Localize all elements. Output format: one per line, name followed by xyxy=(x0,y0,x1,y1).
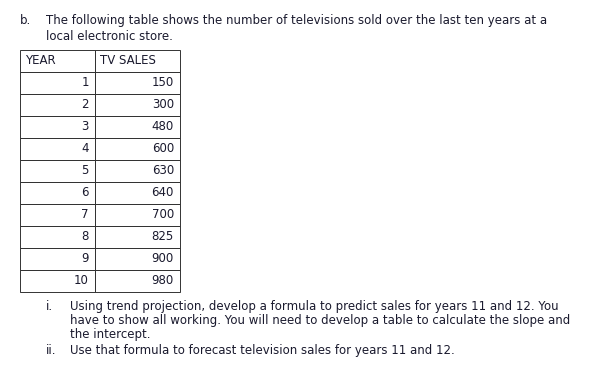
Text: 1: 1 xyxy=(82,77,89,89)
Text: Using trend projection, develop a formula to predict sales for years 11 and 12. : Using trend projection, develop a formul… xyxy=(70,300,559,313)
Bar xyxy=(20,226,95,248)
Bar xyxy=(95,50,180,72)
Text: 2: 2 xyxy=(82,99,89,111)
Text: 600: 600 xyxy=(152,142,174,156)
Text: TV SALES: TV SALES xyxy=(100,55,156,67)
Bar xyxy=(95,72,180,94)
Text: 7: 7 xyxy=(82,209,89,221)
Text: 10: 10 xyxy=(74,274,89,288)
Text: 9: 9 xyxy=(82,252,89,265)
Bar xyxy=(20,94,95,116)
Text: 825: 825 xyxy=(152,231,174,243)
Text: 8: 8 xyxy=(82,231,89,243)
Text: 630: 630 xyxy=(152,164,174,178)
Bar xyxy=(95,204,180,226)
Text: 900: 900 xyxy=(152,252,174,265)
Bar xyxy=(20,182,95,204)
Text: have to show all working. You will need to develop a table to calculate the slop: have to show all working. You will need … xyxy=(70,314,570,327)
Bar xyxy=(95,160,180,182)
Bar xyxy=(95,226,180,248)
Text: YEAR: YEAR xyxy=(25,55,56,67)
Bar xyxy=(95,182,180,204)
Text: the intercept.: the intercept. xyxy=(70,328,150,341)
Text: 300: 300 xyxy=(152,99,174,111)
Text: 640: 640 xyxy=(152,187,174,200)
Bar xyxy=(20,116,95,138)
Bar xyxy=(95,94,180,116)
Bar xyxy=(20,138,95,160)
Text: 150: 150 xyxy=(152,77,174,89)
Text: local electronic store.: local electronic store. xyxy=(46,30,173,43)
Text: 6: 6 xyxy=(82,187,89,200)
Bar xyxy=(20,270,95,292)
Bar xyxy=(20,72,95,94)
Bar xyxy=(95,116,180,138)
Text: The following table shows the number of televisions sold over the last ten years: The following table shows the number of … xyxy=(46,14,547,27)
Bar xyxy=(95,270,180,292)
Text: 480: 480 xyxy=(152,120,174,134)
Text: 4: 4 xyxy=(82,142,89,156)
Text: 3: 3 xyxy=(82,120,89,134)
Text: b.: b. xyxy=(20,14,31,27)
Bar xyxy=(95,138,180,160)
Text: 980: 980 xyxy=(152,274,174,288)
Bar xyxy=(20,204,95,226)
Bar xyxy=(95,248,180,270)
Text: i.: i. xyxy=(46,300,53,313)
Bar xyxy=(20,50,95,72)
Bar xyxy=(20,248,95,270)
Bar xyxy=(20,160,95,182)
Text: 5: 5 xyxy=(82,164,89,178)
Text: ii.: ii. xyxy=(46,344,56,357)
Text: 700: 700 xyxy=(152,209,174,221)
Text: Use that formula to forecast television sales for years 11 and 12.: Use that formula to forecast television … xyxy=(70,344,455,357)
